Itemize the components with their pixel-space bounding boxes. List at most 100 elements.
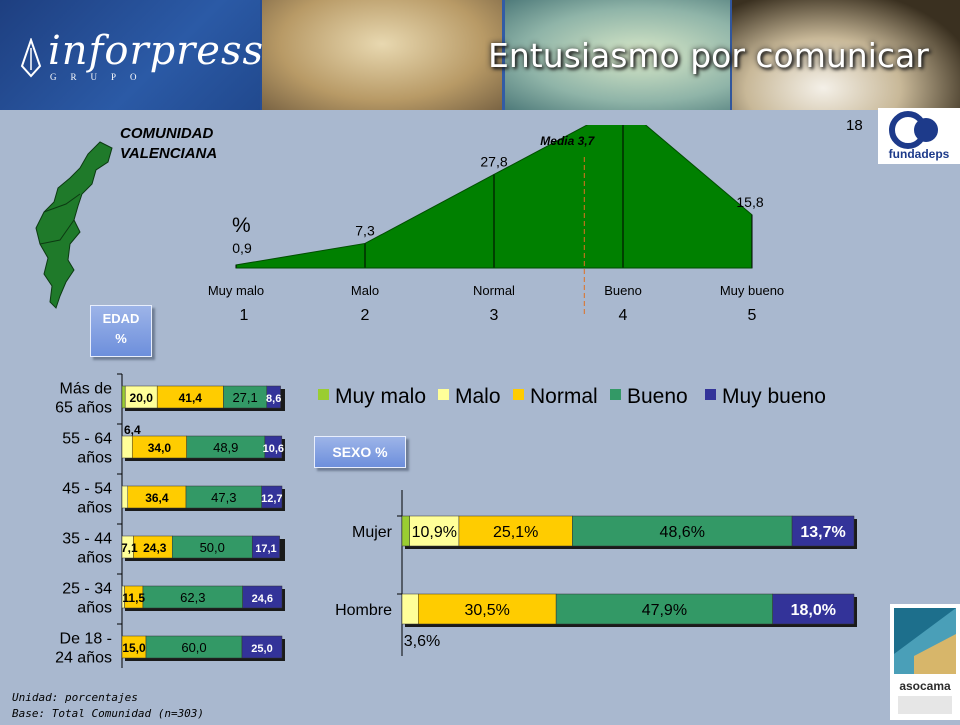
area-category-label: Malo <box>351 283 379 298</box>
age-data-label: 8,6 <box>266 393 281 405</box>
sex-data-label: 13,7% <box>800 524 845 541</box>
area-value-label: 7,3 <box>355 222 375 238</box>
pen-nib-icon <box>20 38 42 78</box>
age-data-label: 25,0 <box>251 643 272 655</box>
sex-segment-bueno <box>572 515 793 547</box>
area-chart-ylabel: % <box>232 214 251 237</box>
asocama-logo-text: asocama <box>899 679 951 693</box>
area-value-label: 15,8 <box>736 194 763 210</box>
age-category-label: 45 - 54 años <box>62 481 112 517</box>
age-data-label: 34,0 <box>148 441 172 455</box>
age-data-label: 27,1 <box>232 390 257 405</box>
age-data-label: 47,3 <box>211 490 236 505</box>
age-data-label: 10,6 <box>263 443 284 455</box>
age-data-label: 41,4 <box>179 391 203 405</box>
legend-label-muy-malo: Muy malo <box>335 385 427 408</box>
age-data-label: 20,0 <box>130 391 154 405</box>
region-label-line1: COMUNIDAD <box>120 125 214 142</box>
legend-label-bueno: Bueno <box>627 385 688 408</box>
footnote: Unidad: porcentajes Base: Total Comunida… <box>12 690 204 722</box>
legend-swatch-muy-malo <box>318 389 329 400</box>
age-segment-malo <box>121 435 133 459</box>
mean-label: Media 3,7 <box>540 134 595 148</box>
sex-category-label: Hombre <box>335 602 392 619</box>
area-scale-number: 3 <box>490 307 499 324</box>
area-value-label: 0,9 <box>232 240 252 256</box>
age-data-label: 7,1 <box>121 541 138 555</box>
region-label: COMUNIDAD VALENCIANA <box>120 124 270 164</box>
sex-segment-muy-bueno <box>791 515 855 547</box>
area-category-label: Muy bueno <box>720 283 784 298</box>
area-scale-number: 5 <box>748 307 757 324</box>
edad-label-unit: % <box>115 331 127 346</box>
age-data-label: 48,9 <box>213 440 238 455</box>
sex-category-label: Mujer <box>352 524 393 541</box>
area-scale-number: 1 <box>240 307 249 324</box>
sex-data-label: 3,6% <box>404 633 440 650</box>
header-banner: inforpress GRUPO Entusiasmo por comunica… <box>0 0 960 110</box>
age-segment-malo <box>121 485 129 509</box>
age-segment-muy-malo <box>121 385 126 409</box>
age-data-label: 50,0 <box>200 540 225 555</box>
fundadeps-logo: fundadeps <box>878 108 960 164</box>
area-category-label: Muy malo <box>208 283 264 298</box>
page-number: 18 <box>846 117 863 134</box>
logo-subtitle: GRUPO <box>50 72 151 82</box>
edad-label-title: EDAD <box>102 311 140 326</box>
age-data-label: 6,4 <box>124 423 141 437</box>
sex-data-label: 10,9% <box>412 524 457 541</box>
sex-segment-normal <box>458 515 573 547</box>
age-category-label: Más de 65 años <box>55 381 112 417</box>
sex-segment-bueno <box>555 593 773 625</box>
age-category-label: 25 - 34 años <box>62 581 112 617</box>
age-category-label: 55 - 64 años <box>62 431 112 467</box>
sex-segment-malo <box>401 593 419 625</box>
edad-label-box: EDAD % <box>90 305 152 357</box>
sex-segment-muy-malo <box>401 515 410 547</box>
age-stacked-bar-chart: Más de 65 años 55 - 64 años 45 - 54 años 35 - … <box>55 373 285 668</box>
area-value-label: 27,8 <box>480 153 507 169</box>
banner-title: Entusiasmo por comunicar <box>488 36 929 75</box>
legend-item-malo: Malo <box>438 384 501 410</box>
legend-label-malo: Malo <box>455 385 501 408</box>
age-segment-muy-bueno <box>241 635 283 659</box>
legend-label-muy-bueno: Muy bueno <box>722 385 826 408</box>
age-data-label: 12,7 <box>261 493 282 505</box>
footnote-base: Base: Total Comunidad (n=303) <box>12 707 205 720</box>
age-data-label: 24,6 <box>252 593 273 605</box>
age-data-label: 62,3 <box>180 590 205 605</box>
age-segment-muy-bueno <box>266 385 281 409</box>
sex-stacked-bar-chart: Mujer Hombre 10,9% 25,1% 48,6% 13,7% 3,6% 30,5%… <box>335 490 857 656</box>
photo-plant-glass <box>505 0 730 110</box>
age-segment-muy-bueno <box>242 585 283 609</box>
legend-item-normal: Normal <box>513 384 598 410</box>
photo-seedling-book <box>262 0 502 110</box>
age-category-label: De 18 -24 años <box>55 631 112 667</box>
region-label-line2: VALENCIANA <box>120 145 218 162</box>
sex-data-label: 48,6% <box>660 524 705 541</box>
legend-item-muy-bueno: Muy bueno <box>705 384 826 410</box>
asocama-logo: asocama <box>890 604 960 720</box>
age-data-label: 15,0 <box>122 641 146 655</box>
age-segment-muy-bueno <box>251 535 280 559</box>
age-data-label: 17,1 <box>255 543 276 555</box>
age-data-label: 11,5 <box>122 591 145 605</box>
age-data-label: 60,0 <box>181 640 206 655</box>
age-segment-muy-bueno <box>261 485 283 509</box>
area-category-label: Normal <box>473 283 515 298</box>
legend-label-normal: Normal <box>530 385 598 408</box>
footnote-unit: Unidad: porcentajes <box>12 691 138 704</box>
legend-swatch-malo <box>438 389 449 400</box>
logo-background <box>0 0 260 110</box>
legend-item-bueno: Bueno <box>610 384 688 410</box>
age-category-label: 35 - 44 años <box>62 531 112 567</box>
legend-swatch-normal <box>513 389 524 400</box>
logo-text: inforpress <box>48 28 265 74</box>
age-data-label: 24,3 <box>143 541 167 555</box>
photo-egg-sprout <box>732 0 960 110</box>
fundadeps-logo-text: fundadeps <box>889 147 950 161</box>
sex-data-label: 25,1% <box>493 524 538 541</box>
age-segment-muy-bueno <box>264 435 283 459</box>
area-scale-number: 2 <box>361 307 370 324</box>
